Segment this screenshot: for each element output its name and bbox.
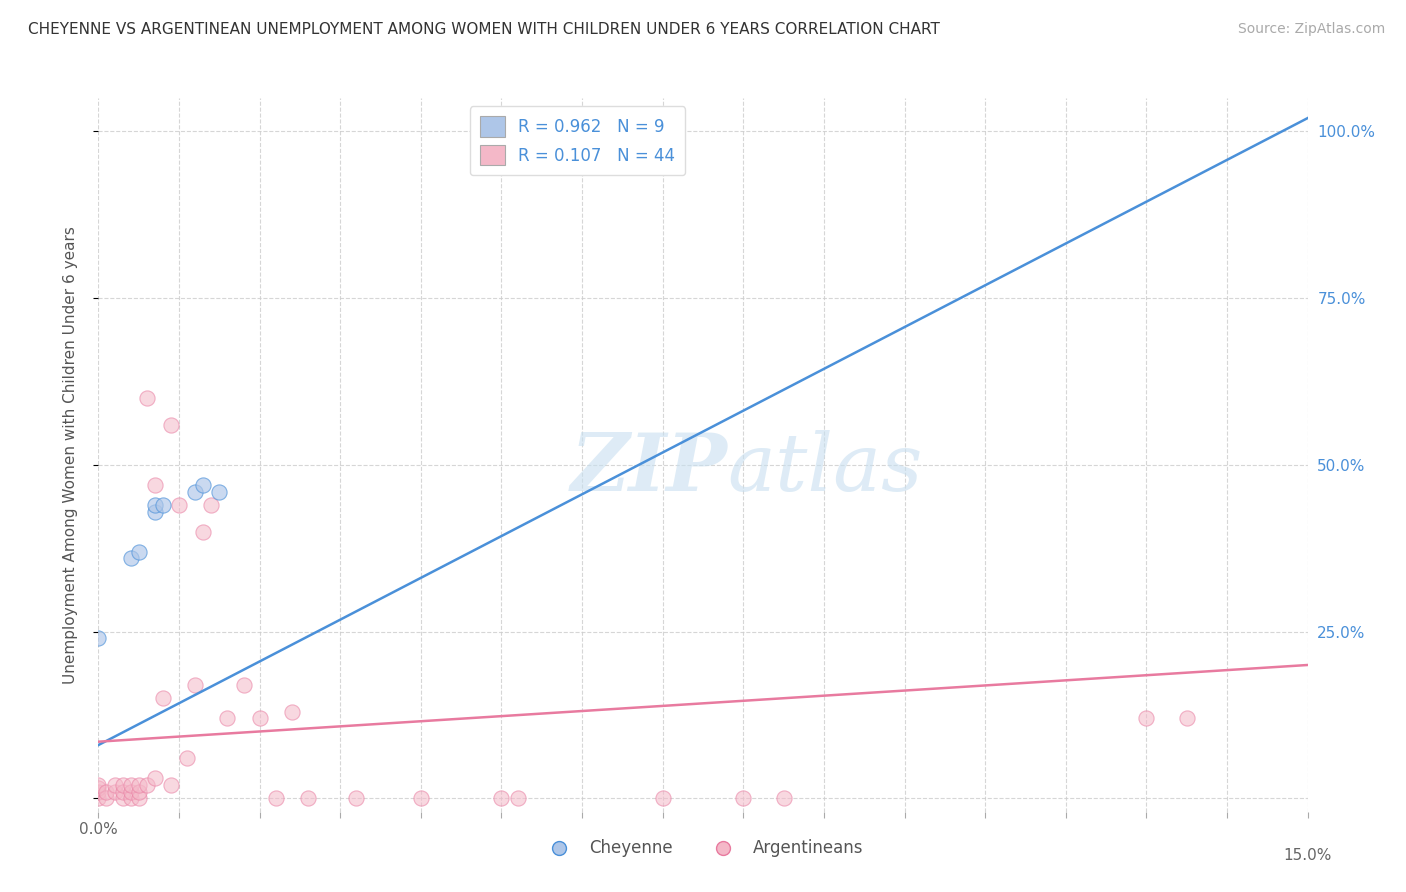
Point	[208, 484, 231, 499]
Point	[128, 544, 150, 558]
Point	[87, 781, 110, 796]
Point	[87, 791, 110, 805]
Point	[651, 791, 673, 805]
Point	[249, 711, 271, 725]
Point	[96, 785, 118, 799]
Legend: Cheyenne, Argentineans: Cheyenne, Argentineans	[536, 833, 870, 864]
Point	[103, 778, 125, 792]
Point	[160, 417, 183, 432]
Point	[193, 524, 215, 539]
Point	[232, 678, 254, 692]
Point	[143, 772, 166, 786]
Point	[152, 691, 174, 706]
Point	[297, 791, 319, 805]
Text: ZIP: ZIP	[571, 431, 727, 508]
Point	[143, 478, 166, 492]
Point	[506, 791, 529, 805]
Point	[111, 785, 134, 799]
Text: atlas: atlas	[727, 431, 922, 508]
Point	[87, 778, 110, 792]
Point	[1175, 711, 1198, 725]
Point	[103, 785, 125, 799]
Point	[120, 791, 142, 805]
Point	[135, 391, 157, 405]
Point	[152, 498, 174, 512]
Point	[160, 778, 183, 792]
Point	[176, 751, 198, 765]
Point	[120, 551, 142, 566]
Point	[96, 791, 118, 805]
Point	[217, 711, 239, 725]
Point	[120, 778, 142, 792]
Point	[184, 678, 207, 692]
Point	[128, 791, 150, 805]
Point	[87, 632, 110, 646]
Point	[491, 791, 513, 805]
Point	[409, 791, 432, 805]
Text: CHEYENNE VS ARGENTINEAN UNEMPLOYMENT AMONG WOMEN WITH CHILDREN UNDER 6 YEARS COR: CHEYENNE VS ARGENTINEAN UNEMPLOYMENT AMO…	[28, 22, 941, 37]
Point	[184, 484, 207, 499]
Point	[772, 791, 794, 805]
Point	[111, 778, 134, 792]
Text: Source: ZipAtlas.com: Source: ZipAtlas.com	[1237, 22, 1385, 37]
Point	[733, 791, 755, 805]
Point	[344, 791, 367, 805]
Point	[111, 791, 134, 805]
Point	[281, 705, 304, 719]
Point	[167, 498, 190, 512]
Point	[200, 498, 222, 512]
Point	[1135, 711, 1157, 725]
Text: 15.0%: 15.0%	[1284, 848, 1331, 863]
Point	[87, 785, 110, 799]
Point	[128, 778, 150, 792]
Point	[120, 785, 142, 799]
Point	[193, 478, 215, 492]
Point	[143, 505, 166, 519]
Y-axis label: Unemployment Among Women with Children Under 6 years: Unemployment Among Women with Children U…	[63, 226, 77, 684]
Point	[135, 778, 157, 792]
Point	[264, 791, 287, 805]
Point	[128, 785, 150, 799]
Point	[143, 498, 166, 512]
